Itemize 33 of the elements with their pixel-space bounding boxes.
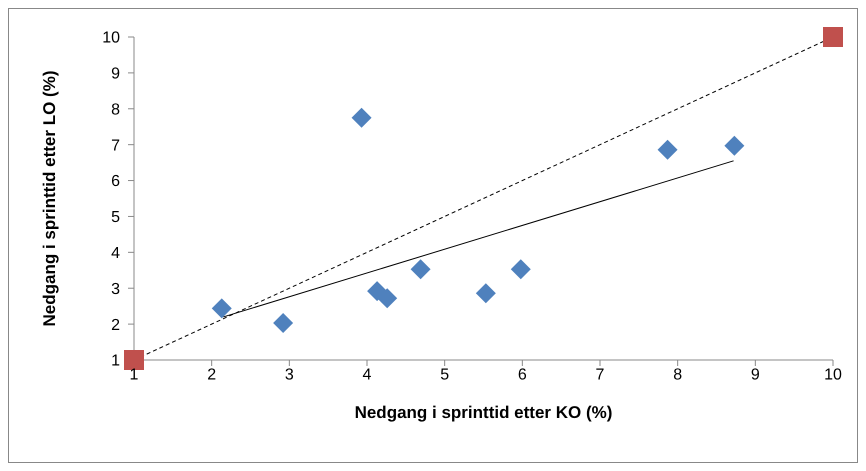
x-tick-label: 5 [440, 366, 450, 384]
x-tick-label: 4 [362, 366, 372, 384]
y-tick-label: 3 [111, 280, 120, 298]
y-tick-label: 8 [111, 101, 120, 118]
x-tick-label: 2 [207, 366, 216, 384]
point [724, 136, 744, 156]
point [658, 140, 678, 160]
x-tick-label: 1 [130, 366, 139, 384]
point [212, 298, 232, 318]
point [273, 313, 294, 334]
x-tick-label: 7 [596, 366, 605, 384]
point [823, 27, 843, 47]
y-tick-label: 7 [111, 137, 120, 154]
point [510, 259, 531, 280]
point [410, 259, 431, 280]
point [124, 350, 144, 370]
x-tick-label: 8 [673, 366, 682, 384]
x-tick-label: 10 [824, 366, 842, 384]
point [352, 108, 372, 128]
x-tick-label: 3 [284, 366, 294, 384]
y-tick-label: 6 [111, 173, 120, 190]
y-tick-label: 1 [111, 352, 120, 370]
x-tick-label: 6 [518, 366, 527, 384]
y-tick-label: 4 [111, 245, 120, 262]
point [377, 288, 398, 308]
y-tick-label: 9 [111, 66, 120, 83]
x-tick-label: 9 [750, 366, 760, 384]
y-tick-label: 10 [102, 30, 120, 47]
y-axis-title: Nedgang i sprinttid etter LO (%) [40, 70, 60, 326]
y-tick-label: 5 [111, 209, 120, 226]
x-axis-title: Nedgang i sprinttid etter KO (%) [354, 403, 612, 422]
y-tick-label: 2 [111, 316, 120, 334]
point [476, 283, 496, 304]
